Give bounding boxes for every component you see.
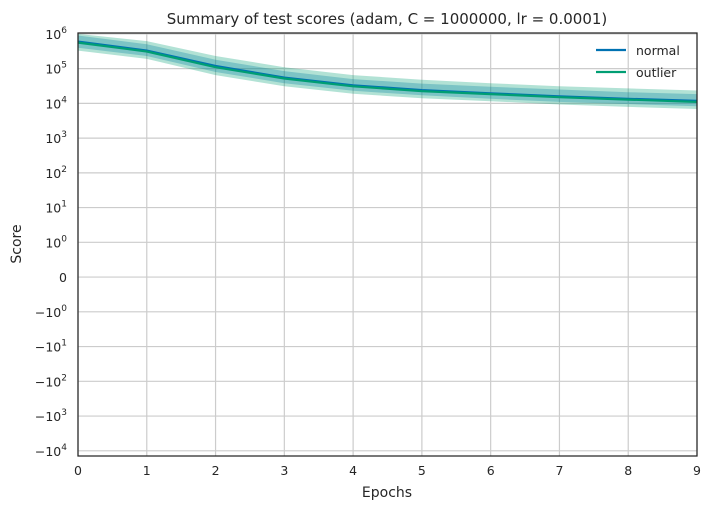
- x-tick-labels: 0 1 2 3 4 5 6 7 8 9: [74, 463, 701, 478]
- x-tick-label: 1: [143, 463, 151, 478]
- y-tick-label: −100: [35, 304, 67, 320]
- y-tick-label: 101: [45, 200, 67, 216]
- y-tick-label: 105: [45, 61, 67, 77]
- x-tick-label: 7: [555, 463, 563, 478]
- grid: [77, 33, 698, 456]
- x-tick-label: 8: [624, 463, 632, 478]
- plot-frame: [77, 32, 698, 457]
- chart-title: Summary of test scores (adam, C = 100000…: [167, 10, 608, 28]
- x-tick-label: 4: [349, 463, 357, 478]
- x-tick-label: 5: [418, 463, 426, 478]
- x-tick-label: 2: [212, 463, 220, 478]
- y-tick-label: 0: [59, 270, 67, 285]
- y-axis-label: Score: [9, 224, 25, 263]
- y-tick-label: −102: [35, 373, 67, 389]
- x-tick-label: 0: [74, 463, 82, 478]
- y-tick-label: −104: [35, 443, 67, 459]
- y-tick-label: −103: [35, 408, 67, 424]
- x-axis-label: Epochs: [362, 485, 412, 501]
- x-tick-label: 6: [487, 463, 495, 478]
- y-tick-label: 100: [45, 234, 67, 250]
- y-tick-label: 106: [45, 26, 67, 42]
- legend-label-normal: normal: [636, 43, 680, 58]
- legend: normal outlier: [596, 43, 680, 80]
- y-tick-label: 102: [45, 165, 67, 181]
- y-tick-label: −101: [35, 339, 67, 355]
- legend-label-outlier: outlier: [636, 65, 677, 80]
- x-tick-label: 9: [693, 463, 701, 478]
- y-tick-labels: 106 105 104 103 102 101 100 0 −100 −101 −102 −103 −1…: [35, 26, 67, 459]
- x-tick-label: 3: [280, 463, 288, 478]
- series-lines: [77, 40, 698, 103]
- y-tick-label: 103: [45, 130, 67, 146]
- band-outlier: [78, 33, 697, 109]
- y-tick-label: 104: [45, 95, 67, 111]
- series-line-outlier: [77, 41, 698, 103]
